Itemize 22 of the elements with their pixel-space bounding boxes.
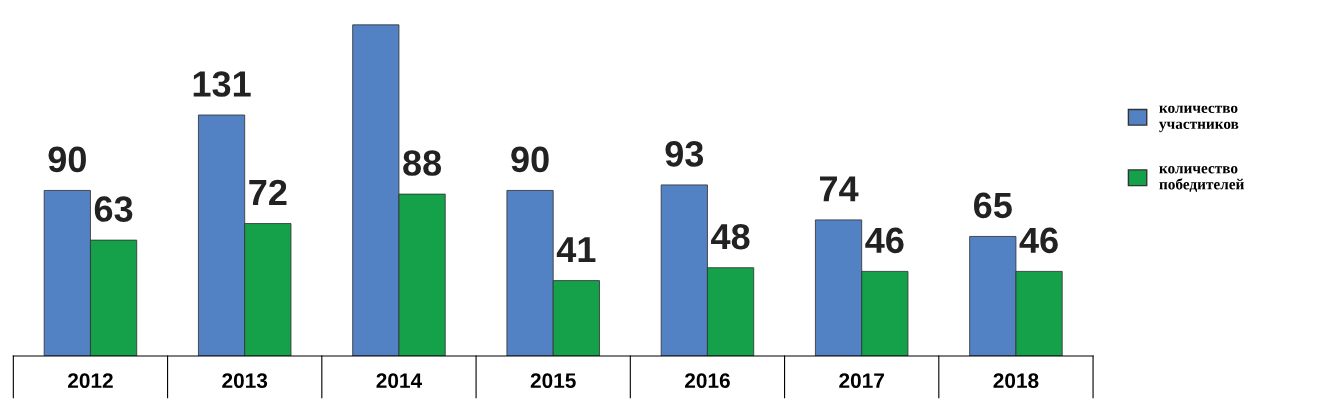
data-label: 88 (403, 150, 442, 176)
data-label: 46 (865, 227, 904, 254)
x-tick-label: 2015 (530, 373, 576, 389)
x-tick-label: 2013 (222, 373, 268, 389)
data-label: 63 (94, 196, 133, 222)
data-label: 65 (974, 192, 1012, 219)
data-label: 72 (249, 179, 287, 205)
data-label: 90 (511, 146, 549, 173)
legend-label: количество победителей (1159, 166, 1244, 192)
x-tick-label: 2018 (993, 373, 1039, 389)
data-label: 131 (193, 71, 251, 97)
legend-label: количество участников (1159, 105, 1239, 133)
data-label: 41 (556, 237, 596, 262)
x-tick-label: 2016 (684, 373, 730, 389)
data-label: 90 (48, 146, 86, 173)
data-label: 48 (711, 223, 750, 250)
data-label: 46 (1019, 227, 1058, 254)
x-tick-label: 2017 (839, 373, 884, 389)
x-tick-label: 2014 (376, 373, 423, 389)
data-label: 93 (665, 141, 704, 167)
data-label: 74 (820, 176, 859, 202)
x-tick-label: 2012 (68, 373, 113, 389)
